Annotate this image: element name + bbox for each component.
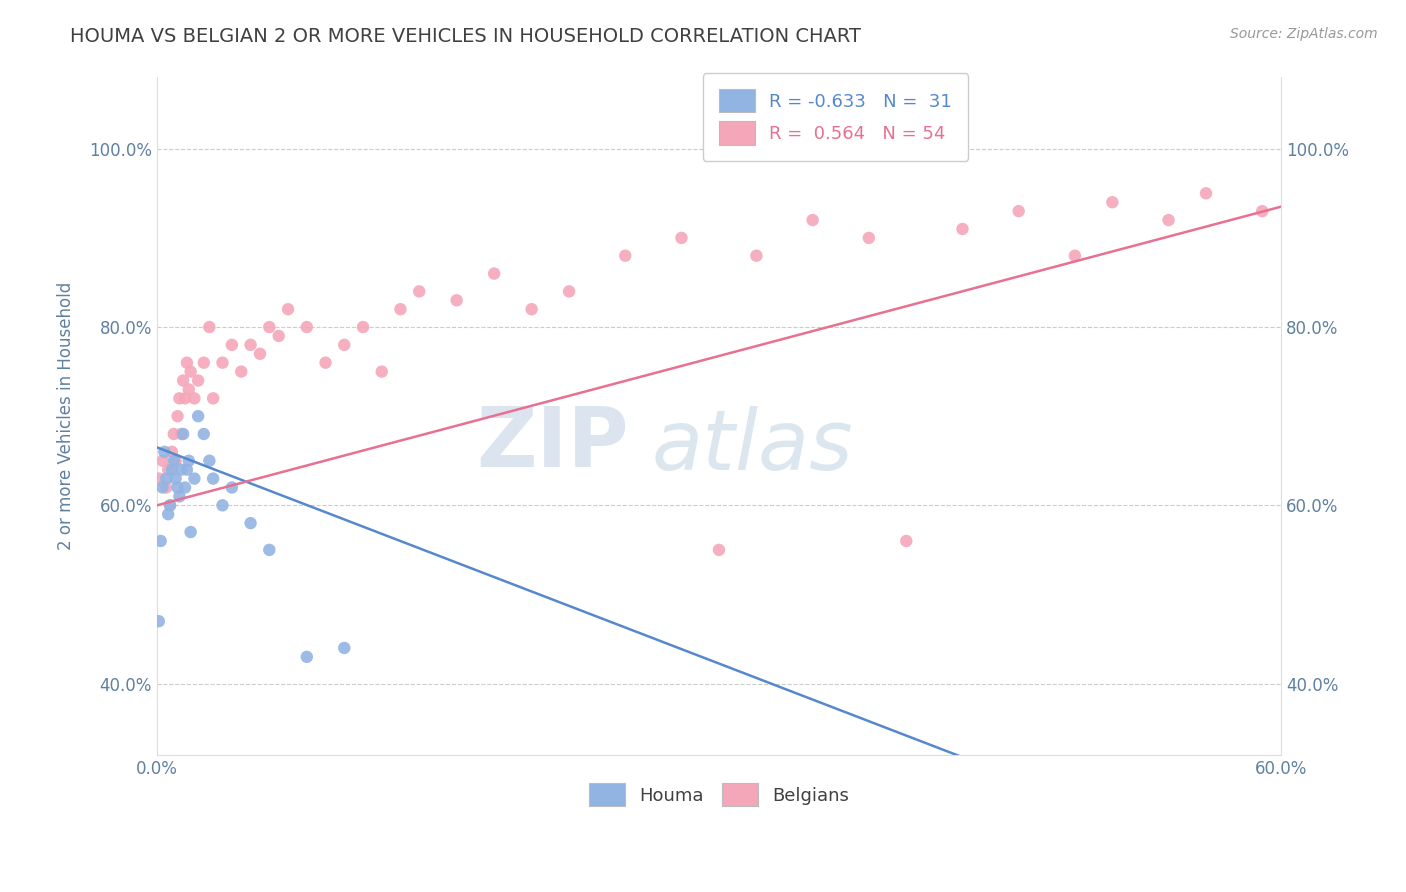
Point (446, 293, 468, 308)
Point (174, 392, 197, 406)
Point (198, 454, 221, 468)
Point (211, 498, 233, 512)
Point (152, 454, 174, 468)
Point (163, 454, 186, 468)
Point (371, 365, 394, 379)
Point (187, 409, 209, 424)
Point (202, 472, 225, 486)
Point (333, 640, 356, 655)
Point (202, 392, 225, 406)
Point (896, 533, 918, 548)
Point (801, 213, 824, 227)
Point (169, 392, 191, 406)
Point (239, 516, 262, 530)
Point (482, 267, 505, 281)
Point (165, 472, 187, 486)
Point (176, 356, 198, 370)
Point (1195, 186, 1218, 201)
Point (1008, 204, 1031, 219)
Point (170, 463, 193, 477)
Point (520, 302, 543, 317)
Point (315, 356, 337, 370)
Point (1101, 195, 1123, 210)
Point (876, 810, 898, 824)
Point (176, 463, 198, 477)
Point (221, 338, 243, 352)
Point (166, 481, 188, 495)
Text: atlas: atlas (651, 406, 853, 487)
Point (159, 498, 181, 512)
Point (193, 356, 215, 370)
Point (180, 524, 202, 539)
Point (172, 427, 194, 442)
Text: HOUMA VS BELGIAN 2 OR MORE VEHICLES IN HOUSEHOLD CORRELATION CHART: HOUMA VS BELGIAN 2 OR MORE VEHICLES IN H… (70, 27, 862, 45)
Y-axis label: 2 or more Vehicles in Household: 2 or more Vehicles in Household (58, 282, 75, 550)
Point (148, 472, 170, 486)
Point (155, 472, 177, 486)
Text: Source: ZipAtlas.com: Source: ZipAtlas.com (1230, 27, 1378, 41)
Point (408, 285, 430, 299)
Point (249, 347, 271, 361)
Point (352, 320, 374, 334)
Point (180, 365, 202, 379)
Point (277, 302, 299, 317)
Point (295, 649, 318, 664)
Point (177, 454, 200, 468)
Point (155, 481, 177, 495)
Point (389, 302, 412, 317)
Point (160, 445, 183, 459)
Point (858, 231, 880, 245)
Point (183, 472, 205, 486)
Point (952, 222, 974, 236)
Legend: Houma, Belgians: Houma, Belgians (582, 776, 856, 814)
Point (169, 489, 191, 503)
Point (193, 427, 215, 442)
Point (172, 374, 194, 388)
Point (157, 507, 180, 521)
Point (267, 329, 290, 343)
Point (745, 249, 768, 263)
Point (1063, 249, 1085, 263)
Point (183, 392, 205, 406)
Point (671, 231, 693, 245)
Point (159, 498, 181, 512)
Point (153, 445, 176, 459)
Point (1157, 213, 1180, 227)
Point (614, 249, 637, 263)
Point (187, 374, 209, 388)
Point (333, 338, 356, 352)
Point (198, 320, 221, 334)
Point (148, 614, 170, 628)
Point (165, 454, 187, 468)
Point (295, 320, 318, 334)
Point (177, 383, 200, 397)
Point (259, 542, 281, 557)
Point (157, 463, 180, 477)
Text: ZIP: ZIP (477, 403, 628, 483)
Point (170, 427, 193, 442)
Point (239, 338, 262, 352)
Point (166, 409, 188, 424)
Point (221, 481, 243, 495)
Point (558, 285, 581, 299)
Point (174, 481, 197, 495)
Point (259, 320, 281, 334)
Point (163, 427, 186, 442)
Point (160, 463, 183, 477)
Point (707, 542, 730, 557)
Point (211, 356, 233, 370)
Point (231, 365, 253, 379)
Point (1251, 204, 1274, 219)
Point (149, 533, 172, 548)
Point (152, 481, 174, 495)
Point (848, 837, 870, 851)
